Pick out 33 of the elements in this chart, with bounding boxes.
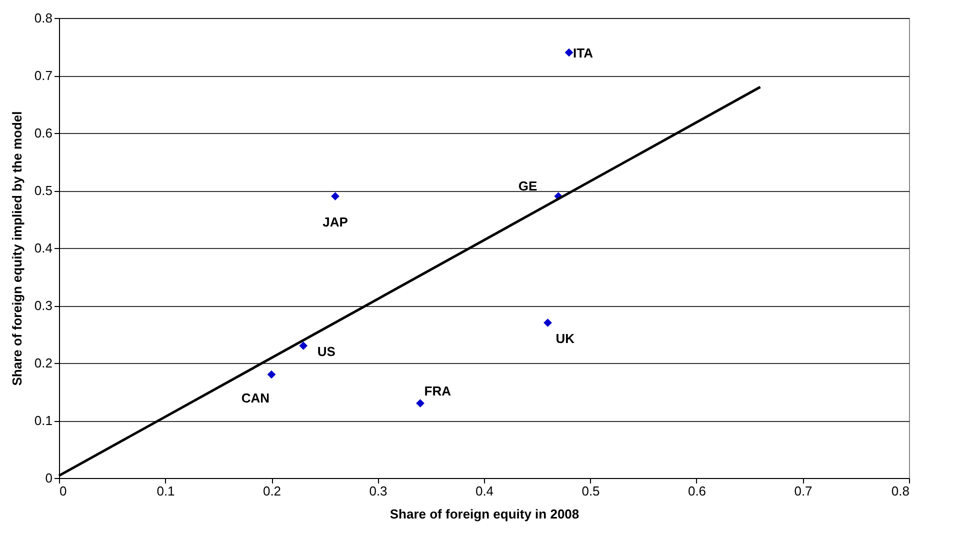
annotation: GE — [518, 178, 538, 194]
y-tick-label: 0.7 — [34, 68, 52, 83]
x-tick-label: 0.3 — [369, 484, 388, 498]
x-tick-label: 0.4 — [475, 484, 494, 498]
x-tick-label: 0.8 — [891, 484, 910, 498]
y-axis-title: Share of foreign equity implied by the model — [9, 111, 24, 386]
x-tick-label: 0.6 — [688, 484, 706, 498]
y-tick-label: 0.2 — [34, 356, 52, 370]
annotation: FRA — [424, 383, 452, 398]
x-tick-label: 0.1 — [156, 484, 175, 498]
point — [416, 399, 424, 408]
point — [331, 192, 340, 200]
x-tick-label: 0.5 — [582, 484, 600, 498]
y-tick-label: 0 — [45, 470, 52, 486]
y-tick-label: 0.4 — [34, 240, 52, 256]
point — [299, 342, 308, 350]
y-tick-label: 0.5 — [34, 183, 52, 198]
x-tick-label: 0.2 — [262, 484, 282, 498]
y-tick-label: 0.1 — [34, 413, 52, 428]
annotation: UK — [556, 330, 576, 346]
x-tick-label: 0.7 — [794, 484, 812, 498]
x-tick-label: 0 — [60, 484, 67, 498]
annotation: US — [317, 344, 336, 359]
y-tick-label: 0.6 — [34, 126, 52, 140]
annotation: CAN — [241, 390, 270, 406]
annotation: ITA — [573, 46, 594, 60]
x-axis-title: Share of foreign equity in 2008 — [390, 506, 580, 522]
point — [544, 318, 552, 327]
point — [564, 48, 574, 57]
y-tick-label: 0.8 — [34, 10, 52, 26]
y-tick-label: 0.3 — [34, 298, 52, 313]
annotation: JAP — [322, 214, 348, 230]
point — [267, 370, 276, 379]
